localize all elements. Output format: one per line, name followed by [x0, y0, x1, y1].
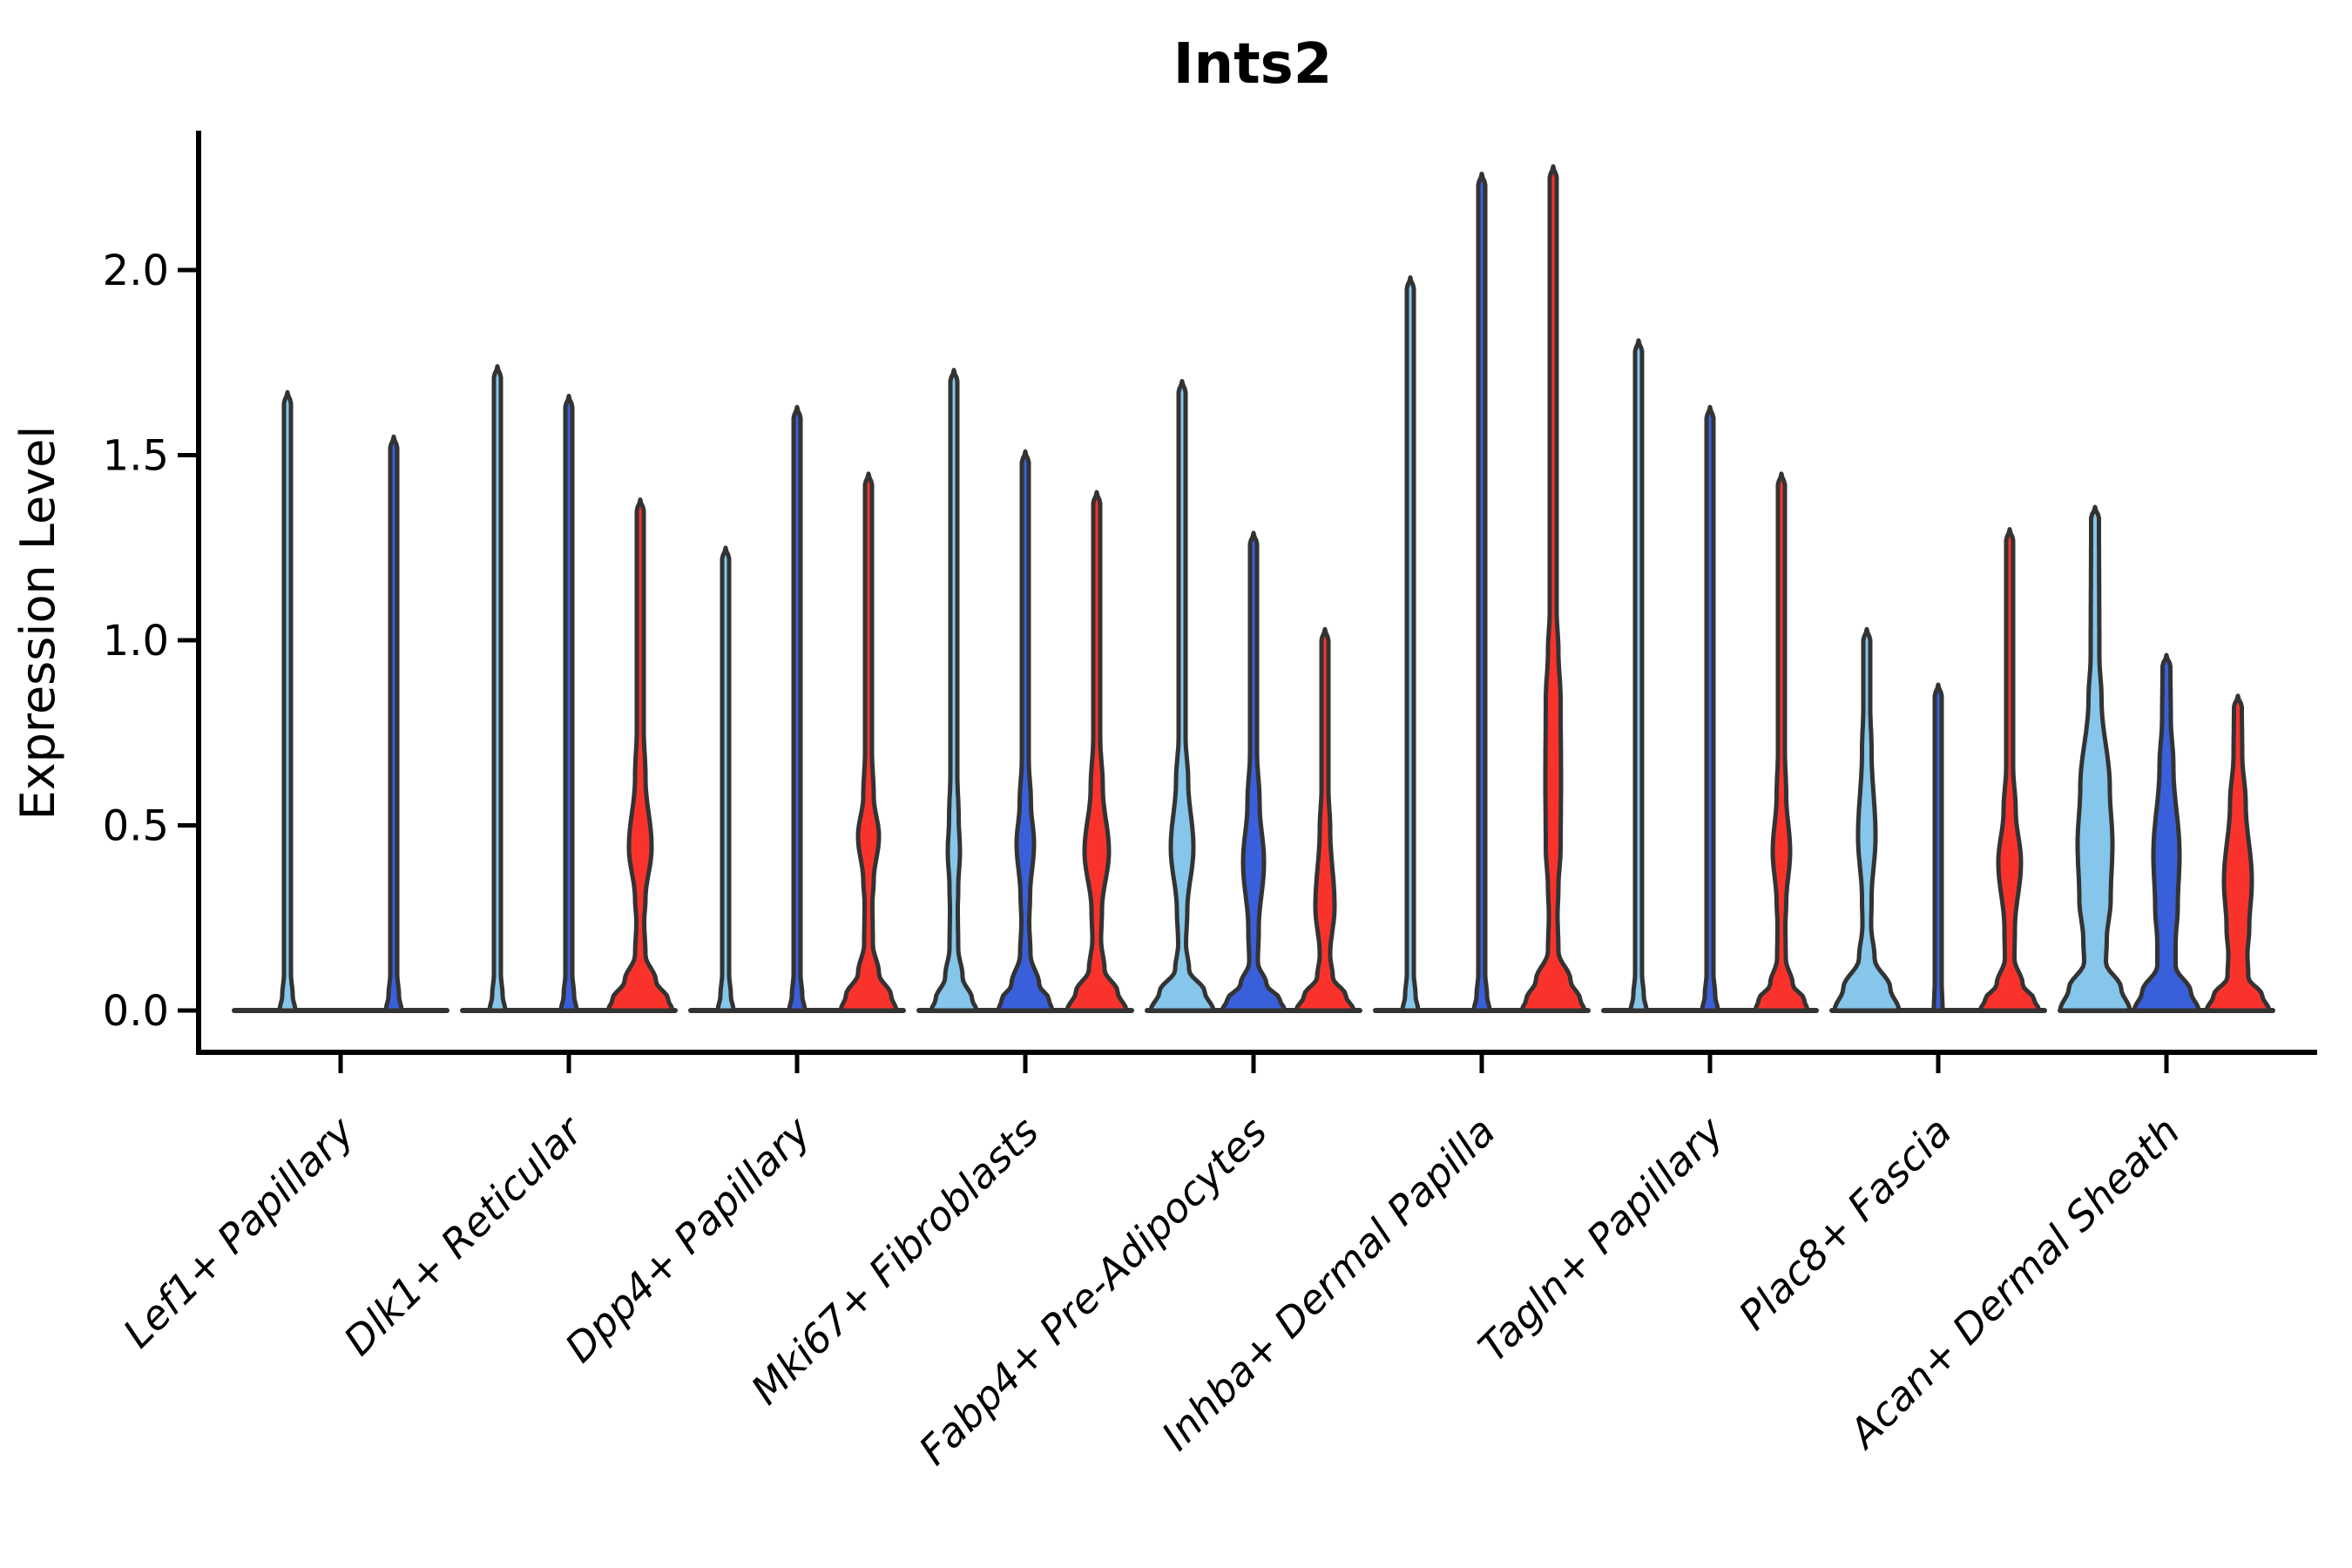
- violin-fabp4-light_blue: [1148, 379, 1216, 1013]
- violin-dpp4-light_blue: [715, 545, 736, 1013]
- violin-dpp4-dark_blue: [787, 404, 808, 1013]
- violin-plac8-light_blue: [1832, 626, 1902, 1013]
- violin-inhba-light_blue: [1400, 275, 1421, 1013]
- violin-lef1-dark_blue: [383, 434, 404, 1013]
- violin-lef1-light_blue: [277, 389, 298, 1013]
- x-category-label: Plac8+ Fascia: [1729, 1108, 1960, 1339]
- violin-inhba-dark_blue: [1471, 172, 1492, 1013]
- violin-plac8-red: [1977, 527, 2042, 1013]
- violin-acan-light_blue: [2058, 504, 2132, 1013]
- y-axis-label: Expression Level: [10, 426, 65, 821]
- violin-mki67-dark_blue: [996, 449, 1055, 1013]
- violin-fabp4-dark_blue: [1220, 531, 1288, 1013]
- x-category-label: Dlk1+ Reticular: [335, 1105, 593, 1364]
- violin-acan-red: [2204, 693, 2272, 1013]
- x-category-label: Lef1+ Papillary: [114, 1107, 363, 1356]
- y-tick-label: 1.5: [103, 432, 169, 481]
- x-category-label: Tagln+ Papillary: [1469, 1107, 1733, 1371]
- violin-fabp4-red: [1294, 626, 1356, 1013]
- violin-mki67-light_blue: [929, 368, 979, 1013]
- violin-acan-dark_blue: [2132, 652, 2201, 1013]
- y-tick-label: 0.5: [103, 802, 169, 851]
- y-tick-label: 2.0: [103, 247, 169, 295]
- violin-tagln-red: [1753, 471, 1810, 1013]
- violin-dlk1-dark_blue: [558, 394, 579, 1013]
- y-tick-label: 1.0: [103, 617, 169, 666]
- violin-mki67-red: [1064, 490, 1129, 1013]
- violin-tagln-dark_blue: [1700, 404, 1720, 1013]
- violin-dpp4-red: [838, 471, 899, 1013]
- violin-dlk1-red: [605, 497, 675, 1013]
- x-category-label: Dpp4+ Papillary: [556, 1107, 820, 1371]
- y-tick-label: 0.0: [103, 987, 169, 1036]
- violin-dlk1-light_blue: [487, 364, 508, 1013]
- violin-plac8-dark_blue: [1931, 682, 1945, 1013]
- violin-tagln-light_blue: [1628, 338, 1649, 1013]
- chart-title: Ints2: [1173, 32, 1333, 97]
- violin-inhba-red: [1519, 164, 1587, 1013]
